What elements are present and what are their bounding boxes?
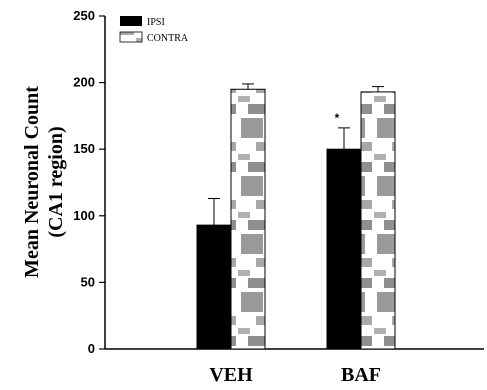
bars: * <box>196 83 396 350</box>
category-label-baf: BAF <box>341 364 381 386</box>
bar-contra-baf <box>360 91 396 350</box>
legend-label-ipsi: IPSI <box>147 17 165 28</box>
y-axis-label-2: (CA1 region) <box>45 126 67 237</box>
legend-swatch-ipsi <box>120 16 142 26</box>
y-axis-label-line2: (CA1 region) <box>45 126 67 237</box>
y-tick-label: 0 <box>88 341 95 356</box>
category-labels: VEH BAF <box>209 364 381 386</box>
y-tick-label: 50 <box>81 274 95 289</box>
y-ticks: 0 50 100 150 200 250 <box>73 8 105 356</box>
legend-swatch-contra <box>119 31 143 43</box>
bar-ipsi-veh <box>196 224 232 350</box>
significance-marker: * <box>335 111 340 125</box>
y-tick-label: 250 <box>73 8 95 23</box>
y-tick-label: 200 <box>73 75 95 90</box>
y-axis-label-line1: Mean Neuronal Count <box>21 86 43 278</box>
bar-ipsi-baf <box>326 148 362 350</box>
y-axis-label: Mean Neuronal Count <box>21 86 43 278</box>
category-label-veh: VEH <box>209 364 253 386</box>
y-tick-label: 100 <box>73 208 95 223</box>
legend: IPSI CONTRA <box>119 16 189 44</box>
legend-label-contra: CONTRA <box>147 33 189 44</box>
y-tick-label: 150 <box>73 141 95 156</box>
bar-contra-veh <box>230 88 266 350</box>
